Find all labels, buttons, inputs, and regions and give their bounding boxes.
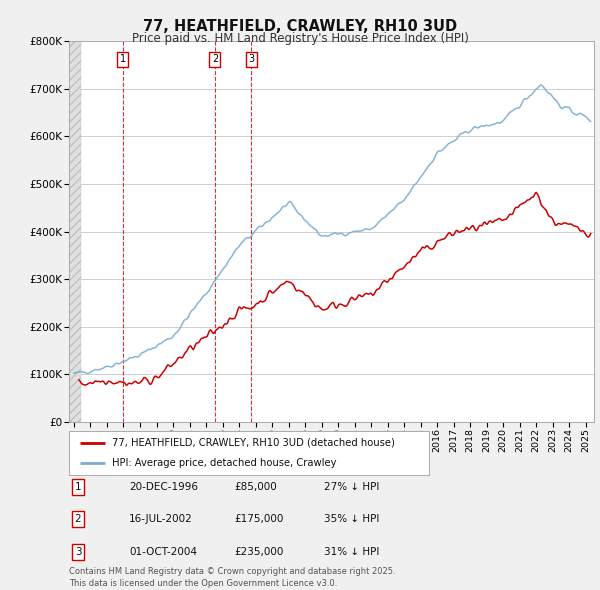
Text: £235,000: £235,000 [234, 547, 283, 556]
Text: HPI: Average price, detached house, Crawley: HPI: Average price, detached house, Craw… [112, 458, 337, 468]
Text: 20-DEC-1996: 20-DEC-1996 [129, 482, 198, 491]
Text: 2: 2 [74, 514, 82, 524]
Text: Contains HM Land Registry data © Crown copyright and database right 2025.
This d: Contains HM Land Registry data © Crown c… [69, 568, 395, 588]
Text: 01-OCT-2004: 01-OCT-2004 [129, 547, 197, 556]
Text: 1: 1 [74, 482, 82, 491]
Text: 35% ↓ HPI: 35% ↓ HPI [324, 514, 379, 524]
Text: 3: 3 [74, 547, 82, 556]
Text: 16-JUL-2002: 16-JUL-2002 [129, 514, 193, 524]
Text: 31% ↓ HPI: 31% ↓ HPI [324, 547, 379, 556]
Text: 2: 2 [212, 54, 218, 64]
Text: £175,000: £175,000 [234, 514, 283, 524]
Text: £85,000: £85,000 [234, 482, 277, 491]
Text: 77, HEATHFIELD, CRAWLEY, RH10 3UD (detached house): 77, HEATHFIELD, CRAWLEY, RH10 3UD (detac… [112, 438, 395, 448]
Text: 1: 1 [120, 54, 126, 64]
Text: 27% ↓ HPI: 27% ↓ HPI [324, 482, 379, 491]
Text: 3: 3 [248, 54, 254, 64]
Text: Price paid vs. HM Land Registry's House Price Index (HPI): Price paid vs. HM Land Registry's House … [131, 32, 469, 45]
Text: 77, HEATHFIELD, CRAWLEY, RH10 3UD: 77, HEATHFIELD, CRAWLEY, RH10 3UD [143, 19, 457, 34]
